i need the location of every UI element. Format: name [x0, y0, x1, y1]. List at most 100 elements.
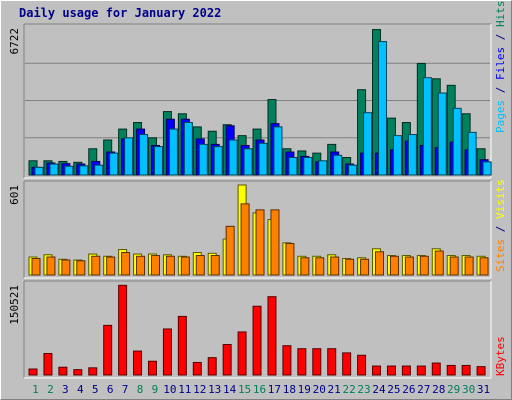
x-tick-label-day-1: 1: [32, 383, 39, 396]
y-max-label-kbytes: 150521: [8, 285, 21, 325]
bar-sites-day-7: [121, 252, 131, 276]
x-tick-label-day-14: 14: [223, 383, 237, 396]
x-tick-label-day-20: 20: [313, 383, 326, 396]
bar-kbytes-day-20: [312, 348, 322, 376]
bar-sites-day-25: [389, 255, 399, 276]
bar-kbytes-day-24: [372, 365, 382, 376]
bar-pages-day-15: [243, 148, 253, 176]
bar-pages-day-11: [183, 122, 193, 176]
x-tick-label-day-10: 10: [163, 383, 176, 396]
bar-pages-day-25: [392, 135, 402, 176]
bar-pages-day-28: [437, 92, 447, 176]
bar-pages-day-5: [94, 164, 104, 176]
bar-sites-day-21: [330, 256, 340, 276]
bar-sites-day-19: [300, 257, 310, 276]
y-max-label-visits-sites: 601: [8, 185, 21, 205]
legend-entry-files: Files: [494, 47, 507, 80]
legend-entry-kbytes: KBytes: [494, 336, 507, 376]
bar-kbytes-day-2: [43, 352, 53, 376]
x-tick-label-day-27: 27: [417, 383, 430, 396]
bar-kbytes-day-1: [28, 368, 38, 376]
bar-sites-day-1: [31, 258, 41, 276]
legend-separator: /: [494, 219, 507, 239]
x-tick-label-day-18: 18: [283, 383, 296, 396]
bar-kbytes-day-28: [431, 362, 441, 376]
bar-pages-day-18: [288, 157, 298, 176]
x-tick-label-day-6: 6: [107, 383, 114, 396]
bar-kbytes-day-27: [416, 365, 426, 376]
x-tick-label-day-9: 9: [152, 383, 159, 396]
bar-kbytes-day-11: [177, 315, 187, 376]
bar-sites-day-26: [404, 256, 414, 276]
bar-sites-day-17: [270, 209, 280, 276]
chart-title: Daily usage for January 2022: [19, 6, 222, 20]
x-tick-label-day-2: 2: [47, 383, 54, 396]
bar-pages-day-29: [452, 107, 462, 176]
bar-kbytes-day-8: [133, 350, 143, 376]
bar-kbytes-day-17: [267, 296, 277, 376]
bar-sites-day-6: [106, 256, 116, 276]
bar-sites-day-13: [210, 255, 220, 276]
bar-pages-day-26: [407, 134, 417, 176]
bar-sites-day-28: [434, 250, 444, 276]
bar-pages-day-23: [363, 112, 373, 176]
bar-kbytes-day-19: [297, 348, 307, 376]
bar-kbytes-day-18: [282, 345, 292, 376]
bar-pages-day-10: [168, 128, 178, 176]
x-tick-label-day-26: 26: [402, 383, 415, 396]
bar-sites-day-22: [345, 258, 355, 276]
x-tick-label-day-31: 31: [477, 383, 490, 396]
x-tick-label-day-17: 17: [268, 383, 281, 396]
bar-sites-day-24: [375, 251, 385, 276]
bar-kbytes-day-25: [386, 365, 396, 376]
bar-kbytes-day-23: [357, 354, 367, 376]
bar-kbytes-day-10: [162, 328, 172, 376]
x-tick-label-day-16: 16: [253, 383, 266, 396]
x-tick-label-day-15: 15: [238, 383, 251, 396]
x-tick-label-day-25: 25: [387, 383, 400, 396]
legend-separator: /: [494, 27, 507, 47]
legend-1: Sites / Visits: [494, 179, 507, 272]
bar-sites-day-29: [449, 256, 459, 276]
bar-sites-day-4: [76, 260, 86, 276]
x-tick-label-day-11: 11: [178, 383, 191, 396]
bar-kbytes-day-9: [147, 360, 157, 376]
bar-pages-day-12: [198, 143, 208, 176]
bar-sites-day-16: [255, 209, 265, 276]
x-tick-label-day-5: 5: [92, 383, 99, 396]
x-tick-label-day-23: 23: [357, 383, 370, 396]
bar-sites-day-20: [315, 257, 325, 276]
bar-sites-day-5: [91, 255, 101, 276]
bar-kbytes-day-21: [327, 348, 337, 376]
bar-pages-day-31: [482, 161, 492, 176]
x-tick-label-day-3: 3: [62, 383, 69, 396]
bar-pages-day-30: [467, 131, 477, 176]
x-tick-label-day-19: 19: [298, 383, 311, 396]
bar-pages-day-20: [318, 160, 328, 176]
bar-pages-day-14: [228, 139, 238, 176]
bar-kbytes-day-26: [401, 365, 411, 376]
bar-pages-day-8: [139, 134, 149, 176]
bar-sites-day-8: [136, 255, 146, 276]
x-tick-label-day-7: 7: [122, 383, 129, 396]
bar-kbytes-day-29: [446, 364, 456, 376]
bar-sites-day-12: [195, 255, 205, 276]
bar-sites-day-3: [61, 259, 71, 276]
bar-sites-day-27: [419, 255, 429, 276]
bar-kbytes-day-15: [237, 331, 247, 376]
bar-pages-day-13: [213, 146, 223, 176]
x-tick-label-day-4: 4: [77, 383, 84, 396]
bar-pages-day-21: [333, 154, 343, 176]
bar-kbytes-day-16: [252, 305, 262, 376]
legend-entry-sites: Sites: [494, 239, 507, 272]
bar-pages-day-17: [273, 126, 283, 176]
bar-kbytes-day-12: [192, 361, 202, 376]
bar-pages-day-4: [79, 165, 89, 176]
legend-0: Pages / Files / Hits: [494, 1, 507, 134]
bar-kbytes-day-3: [58, 366, 68, 376]
y-max-label-hits-files-pages: 6722: [8, 28, 21, 55]
bar-sites-day-11: [180, 256, 190, 276]
x-tick-label-day-21: 21: [328, 383, 341, 396]
bar-pages-day-19: [303, 157, 313, 176]
